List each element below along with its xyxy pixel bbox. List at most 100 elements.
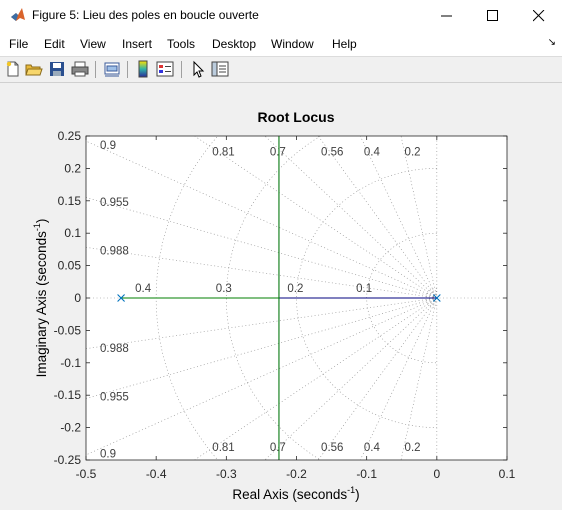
open-file-icon <box>25 64 43 76</box>
pole-marker <box>432 294 441 302</box>
damping-ray <box>86 247 437 299</box>
chart-title: Root Locus <box>258 109 335 125</box>
open-file-button[interactable] <box>25 60 43 78</box>
window-title: Figure 5: Lieu des poles en boucle ouver… <box>32 8 259 22</box>
x-axis-label-suffix: ) <box>355 487 360 502</box>
x-axis-label-exponent: -1 <box>347 485 355 495</box>
toolbar <box>0 57 562 83</box>
menu-view[interactable]: View <box>80 37 106 51</box>
y-tick-label: 0.2 <box>64 161 81 175</box>
insert-colorbar-icon <box>138 60 148 78</box>
pole-marker <box>117 294 125 302</box>
save-icon <box>50 62 64 76</box>
damping-grid-label: 0.4 <box>364 147 381 159</box>
edit-plot-button[interactable] <box>189 60 207 78</box>
x-axis-label-text: Real Axis (seconds <box>232 487 347 502</box>
maximize-icon <box>487 10 498 21</box>
property-inspector-button[interactable] <box>211 60 229 78</box>
pole-marker-stroke <box>117 294 125 302</box>
damping-ray <box>359 297 438 460</box>
y-tick-label: 0 <box>74 291 81 305</box>
menu-desktop[interactable]: Desktop <box>212 37 257 51</box>
natural-frequency-arc <box>426 287 437 309</box>
menu-edit[interactable]: Edit <box>44 37 65 51</box>
menu-tools[interactable]: Tools <box>167 37 196 51</box>
damping-grid-label: 0.81 <box>212 147 234 159</box>
damping-ray <box>86 197 437 299</box>
damping-grid-label: 0.9 <box>100 140 116 152</box>
natural-frequency-grid-label: 0.4 <box>135 283 152 295</box>
damping-ray <box>86 297 437 349</box>
natural-frequency-grid-label: 0.2 <box>287 283 303 295</box>
natural-frequency-arc <box>433 294 437 302</box>
menu-window[interactable]: Window <box>271 37 314 51</box>
edit-plot-arrow-icon <box>193 60 205 78</box>
damping-grid-label: 0.2 <box>405 442 421 454</box>
x-tick-label: -0.2 <box>286 467 307 481</box>
menu-insert[interactable]: Insert <box>122 37 153 51</box>
insert-legend-button[interactable] <box>156 60 174 78</box>
x-tick-label: 0.1 <box>499 467 516 481</box>
damping-grid-label: 0.81 <box>212 442 234 454</box>
close-button[interactable] <box>516 0 562 32</box>
close-icon <box>533 10 545 22</box>
damping-grid-label: 0.7 <box>270 442 286 454</box>
damping-grid-label: 0.955 <box>100 197 129 209</box>
insert-legend-icon <box>156 61 174 77</box>
damping-grid-label: 0.56 <box>321 147 343 159</box>
x-tick-label: -0.1 <box>356 467 377 481</box>
link-plot-button[interactable] <box>103 60 121 78</box>
menu-bar: File Edit View Insert Tools Desktop Wind… <box>0 32 562 57</box>
x-tick-label: -0.5 <box>76 467 97 481</box>
y-axis-label-text: Imaginary Axis (seconds <box>34 231 49 378</box>
natural-frequency-grid-label: 0.3 <box>216 283 232 295</box>
print-button[interactable] <box>71 60 89 78</box>
toolbar-separator <box>181 61 182 78</box>
damping-grid-label: 0.56 <box>321 442 343 454</box>
natural-frequency-arc <box>296 168 437 428</box>
y-axis-label: Imaginary Axis (seconds-1) <box>32 219 49 378</box>
save-button[interactable] <box>48 60 66 78</box>
damping-grid-label: 0.9 <box>100 449 116 461</box>
y-tick-label: 0.15 <box>58 194 82 208</box>
root-locus-chart: Root Locus 0.9 0.81 0.7 0.56 0.4 0.2 0.955 0.98… <box>32 109 516 502</box>
pole-marker-stroke <box>432 294 441 302</box>
damping-ray <box>86 297 437 399</box>
toolbar-separator <box>95 61 96 78</box>
x-tick-label: -0.3 <box>216 467 237 481</box>
damping-grid-label: 0.4 <box>364 442 381 454</box>
x-tick-label: -0.4 <box>146 467 167 481</box>
new-figure-button[interactable] <box>4 60 22 78</box>
damping-ray <box>264 136 438 299</box>
damping-grid-label: 0.2 <box>405 147 421 159</box>
damping-grid-label: 0.955 <box>100 391 129 403</box>
maximize-button[interactable] <box>470 0 516 32</box>
y-tick-label: -0.05 <box>54 323 82 337</box>
menu-help[interactable]: Help <box>332 37 357 51</box>
x-tick-label: 0 <box>433 467 440 481</box>
y-tick-label: 0.05 <box>58 259 82 273</box>
y-axis-label-suffix: ) <box>34 219 49 224</box>
damping-grid-label: 0.988 <box>100 343 129 355</box>
x-axis-label: Real Axis (seconds-1) <box>232 485 359 502</box>
new-figure-icon <box>6 61 19 77</box>
menu-file[interactable]: File <box>9 37 29 51</box>
matlab-icon <box>11 8 25 21</box>
natural-frequency-grid-label: 0.1 <box>356 283 372 295</box>
insert-colorbar-button[interactable] <box>134 60 152 78</box>
damping-grid-label: 0.7 <box>270 147 286 159</box>
minimize-button[interactable] <box>424 0 470 32</box>
y-tick-label: -0.15 <box>54 388 82 402</box>
link-plot-icon <box>104 62 120 77</box>
y-tick-label: 0.1 <box>64 226 81 240</box>
damping-ray <box>264 297 438 460</box>
minimize-icon <box>441 15 452 17</box>
y-tick-label: -0.2 <box>60 421 81 435</box>
print-icon <box>71 61 89 77</box>
y-tick-label: -0.25 <box>54 453 82 467</box>
toolbar-separator <box>127 61 128 78</box>
dock-arrow-icon[interactable]: ↘ <box>547 37 556 48</box>
y-axis-label-exponent: -1 <box>32 223 42 231</box>
property-inspector-icon <box>211 61 229 77</box>
figure-canvas: Root Locus 0.9 0.81 0.7 0.56 0.4 0.2 0.955 0.98… <box>1 83 561 505</box>
